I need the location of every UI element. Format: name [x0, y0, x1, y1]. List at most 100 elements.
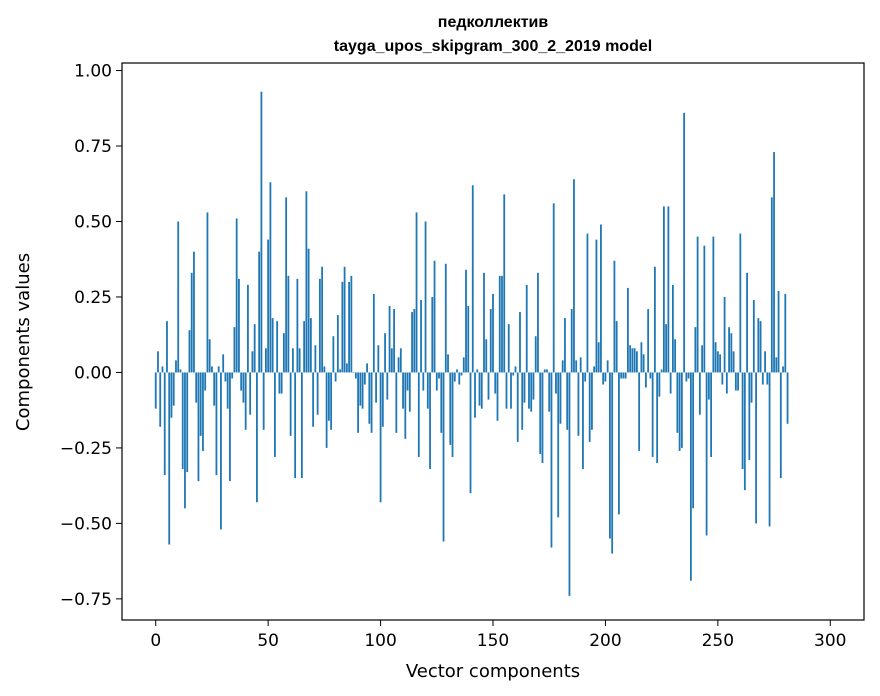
bar [339, 369, 341, 373]
x-axis-ticks: 0 50 100 150 200 250 300 [150, 620, 846, 651]
bar [276, 321, 279, 373]
bar [316, 372, 319, 415]
bar [361, 372, 364, 409]
bar [674, 339, 677, 373]
y-tick-label: 0.00 [74, 363, 112, 383]
bar [265, 348, 267, 373]
bar [734, 372, 737, 391]
bar [480, 372, 483, 409]
bar [184, 372, 186, 509]
bar [653, 266, 656, 373]
bar [728, 327, 730, 373]
bar [447, 354, 449, 373]
bar [703, 245, 706, 373]
bar [705, 372, 708, 536]
bar [521, 372, 524, 430]
bar [593, 366, 596, 373]
bar [206, 212, 209, 373]
bar [546, 369, 548, 373]
bar [631, 348, 634, 373]
bar [656, 372, 659, 464]
bar [732, 351, 735, 373]
bar [274, 372, 276, 457]
bar [633, 348, 636, 373]
bar [748, 372, 751, 460]
bar [211, 366, 213, 373]
bar [579, 357, 582, 373]
x-tick-label: 0 [150, 631, 161, 651]
bar [172, 372, 175, 406]
bar [359, 372, 362, 406]
bar [296, 278, 299, 373]
bar [312, 372, 315, 427]
chart-subtitle: tayga_upos_skipgram_300_2_2019 model [334, 38, 652, 55]
bar [352, 372, 355, 373]
bar [388, 306, 391, 373]
bar [309, 318, 312, 373]
bar [195, 372, 198, 403]
bar [548, 372, 551, 412]
bar [190, 272, 193, 373]
bar [600, 224, 602, 373]
bar [433, 260, 436, 373]
bar [238, 278, 240, 373]
bar [298, 348, 301, 373]
bar [384, 333, 386, 373]
bar [609, 372, 611, 539]
bar [271, 318, 274, 373]
bar [404, 372, 407, 439]
y-tick-label: 0.25 [74, 288, 112, 308]
bar [229, 372, 231, 482]
bar [471, 185, 474, 373]
y-axis-label: Components values [13, 253, 34, 431]
bar [743, 372, 746, 491]
bar [161, 366, 164, 373]
bar [584, 372, 587, 382]
bar [366, 363, 368, 373]
bar [543, 369, 546, 373]
bar [622, 372, 625, 379]
bar [692, 372, 695, 509]
bar [363, 372, 366, 385]
bar [193, 251, 195, 373]
bar [514, 366, 517, 373]
bar [372, 293, 375, 373]
bar [289, 372, 292, 436]
bar [422, 372, 425, 391]
bar [415, 212, 418, 373]
bar [336, 315, 339, 373]
y-tick-label: 1.00 [74, 62, 112, 82]
bar [390, 348, 393, 373]
bar [381, 372, 384, 427]
bar [642, 354, 645, 373]
bar [782, 366, 784, 373]
bar [694, 327, 697, 373]
bar [386, 372, 389, 400]
bars-group [154, 91, 789, 596]
bar [163, 372, 166, 476]
bar [462, 357, 465, 373]
bar [494, 372, 497, 394]
bar [523, 372, 526, 403]
bar [707, 372, 710, 400]
bar [685, 372, 688, 382]
bar [606, 360, 609, 373]
bar [662, 206, 665, 373]
bar [341, 281, 344, 373]
x-tick-label: 200 [589, 631, 621, 651]
bar [202, 372, 204, 451]
bar [591, 372, 593, 430]
bar [186, 372, 189, 473]
bar [566, 372, 569, 430]
bar [242, 372, 245, 403]
bar [217, 366, 220, 373]
bar [406, 372, 409, 391]
bar [645, 372, 647, 388]
bar [444, 263, 447, 373]
bar [282, 333, 285, 373]
bar [354, 372, 357, 379]
bar [247, 284, 249, 373]
bar [465, 269, 467, 373]
bar [582, 372, 584, 470]
bar [739, 233, 742, 373]
